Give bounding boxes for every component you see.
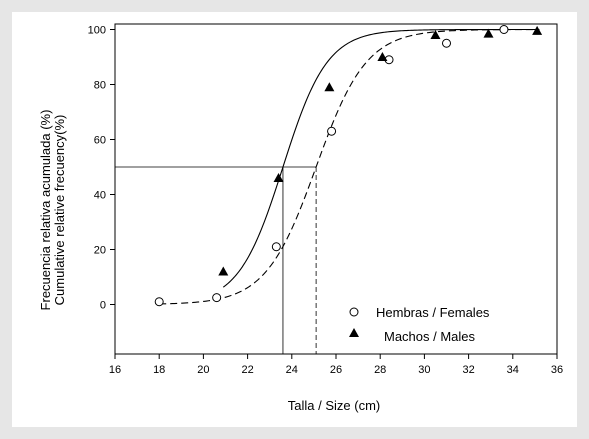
x-tick-label: 26 <box>330 364 342 376</box>
legend-marker-males <box>349 328 359 337</box>
x-tick-label: 20 <box>197 364 209 376</box>
x-tick-label: 28 <box>374 364 386 376</box>
legend: Hembras / Females Machos / Males <box>349 305 490 344</box>
point-female <box>327 126 337 136</box>
y-tick-label: 60 <box>94 135 106 147</box>
point-female <box>154 297 164 307</box>
data-points <box>154 25 543 307</box>
y-tick-label: 40 <box>94 190 106 202</box>
maturity-chart: 16 18 20 22 24 26 28 30 32 34 36 0 20 40 60 80 100 Tall… <box>38 23 563 413</box>
plot-frame <box>114 23 558 355</box>
x-tick-label: 18 <box>153 364 165 376</box>
plot-border <box>114 23 558 355</box>
y-tick-label: 20 <box>94 245 106 257</box>
y-axis-title-line-2: Cumulative relative frecuency(%) <box>52 115 67 306</box>
y-axis: 0 20 40 60 80 100 <box>88 25 115 312</box>
point-female <box>499 25 509 34</box>
y-tick-label: 100 <box>88 25 106 37</box>
y-tick-label: 80 <box>94 80 106 92</box>
figure-panel: 16 18 20 22 24 26 28 30 32 34 36 0 20 40 60 80 100 Tall… <box>12 12 577 427</box>
x-tick-label: 30 <box>418 364 430 376</box>
point-female <box>271 242 281 252</box>
point-male <box>218 266 229 276</box>
legend-label-females: Hembras / Females <box>376 305 490 320</box>
point-male <box>483 28 494 38</box>
x-tick-label: 16 <box>109 364 121 376</box>
x-tick-label: 24 <box>286 364 298 376</box>
legend-label-males: Machos / Males <box>384 329 476 344</box>
point-female <box>212 293 222 303</box>
fitted-curves <box>159 28 540 305</box>
y-axis-title-line-1: Frecuencia relativa acumulada (%) <box>38 110 53 311</box>
point-male <box>273 173 284 182</box>
y-tick-label: 0 <box>100 300 106 312</box>
point-female <box>442 38 451 48</box>
x-tick-label: 32 <box>462 364 474 376</box>
x-axis: 16 18 20 22 24 26 28 30 32 34 36 <box>109 354 563 376</box>
point-male <box>324 82 335 92</box>
l50-reference-lines <box>115 166 317 354</box>
x-tick-label: 36 <box>551 364 563 376</box>
point-male <box>430 30 441 39</box>
legend-marker-females <box>349 307 359 317</box>
point-male <box>532 25 543 35</box>
x-tick-label: 22 <box>241 364 253 376</box>
x-axis-title: Talla / Size (cm) <box>288 398 380 413</box>
x-tick-label: 34 <box>507 364 519 376</box>
point-male <box>377 52 388 61</box>
curve-males <box>222 28 540 288</box>
